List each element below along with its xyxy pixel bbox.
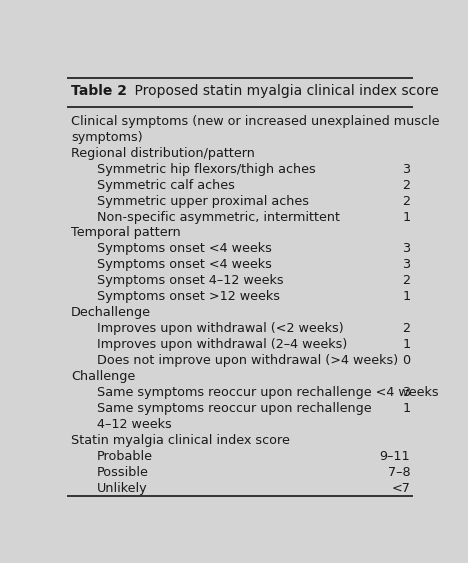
Text: Symmetric upper proximal aches: Symmetric upper proximal aches [96, 195, 308, 208]
Text: Challenge: Challenge [71, 370, 135, 383]
Text: Table 2: Table 2 [71, 84, 127, 98]
Text: 3: 3 [402, 243, 410, 256]
Text: 3: 3 [402, 386, 410, 399]
Text: 7–8: 7–8 [388, 466, 410, 479]
Text: Does not improve upon withdrawal (>4 weeks): Does not improve upon withdrawal (>4 wee… [96, 354, 398, 367]
Text: Temporal pattern: Temporal pattern [71, 226, 181, 239]
Text: Same symptoms reoccur upon rechallenge: Same symptoms reoccur upon rechallenge [96, 402, 371, 415]
Text: 2: 2 [402, 195, 410, 208]
Text: Proposed statin myalgia clinical index score: Proposed statin myalgia clinical index s… [117, 84, 439, 98]
Text: Dechallenge: Dechallenge [71, 306, 151, 319]
Text: Regional distribution/pattern: Regional distribution/pattern [71, 147, 255, 160]
Text: Probable: Probable [96, 450, 153, 463]
Text: 1: 1 [402, 211, 410, 224]
Text: Symptoms onset <4 weeks: Symptoms onset <4 weeks [96, 258, 271, 271]
Text: 9–11: 9–11 [380, 450, 410, 463]
Text: Symptoms onset >12 weeks: Symptoms onset >12 weeks [96, 291, 279, 303]
Text: 4–12 weeks: 4–12 weeks [96, 418, 171, 431]
Text: Possible: Possible [96, 466, 148, 479]
Text: Non-specific asymmetric, intermittent: Non-specific asymmetric, intermittent [96, 211, 340, 224]
Text: 3: 3 [402, 258, 410, 271]
Text: 0: 0 [402, 354, 410, 367]
Text: <7: <7 [391, 482, 410, 495]
Text: Clinical symptoms (new or increased unexplained muscle: Clinical symptoms (new or increased unex… [71, 115, 440, 128]
Text: Same symptoms reoccur upon rechallenge <4 weeks: Same symptoms reoccur upon rechallenge <… [96, 386, 438, 399]
Text: 1: 1 [402, 291, 410, 303]
Text: Symmetric hip flexors/thigh aches: Symmetric hip flexors/thigh aches [96, 163, 315, 176]
Text: 2: 2 [402, 178, 410, 191]
Text: Unlikely: Unlikely [96, 482, 147, 495]
Text: 1: 1 [402, 402, 410, 415]
Text: Improves upon withdrawal (<2 weeks): Improves upon withdrawal (<2 weeks) [96, 322, 343, 335]
Text: Improves upon withdrawal (2–4 weeks): Improves upon withdrawal (2–4 weeks) [96, 338, 347, 351]
Text: Symptoms onset 4–12 weeks: Symptoms onset 4–12 weeks [96, 274, 283, 287]
Text: symptoms): symptoms) [71, 131, 143, 144]
Text: 1: 1 [402, 338, 410, 351]
Text: 2: 2 [402, 322, 410, 335]
Text: 3: 3 [402, 163, 410, 176]
Text: 2: 2 [402, 274, 410, 287]
Text: Statin myalgia clinical index score: Statin myalgia clinical index score [71, 434, 290, 447]
Text: Symptoms onset <4 weeks: Symptoms onset <4 weeks [96, 243, 271, 256]
Text: Symmetric calf aches: Symmetric calf aches [96, 178, 234, 191]
